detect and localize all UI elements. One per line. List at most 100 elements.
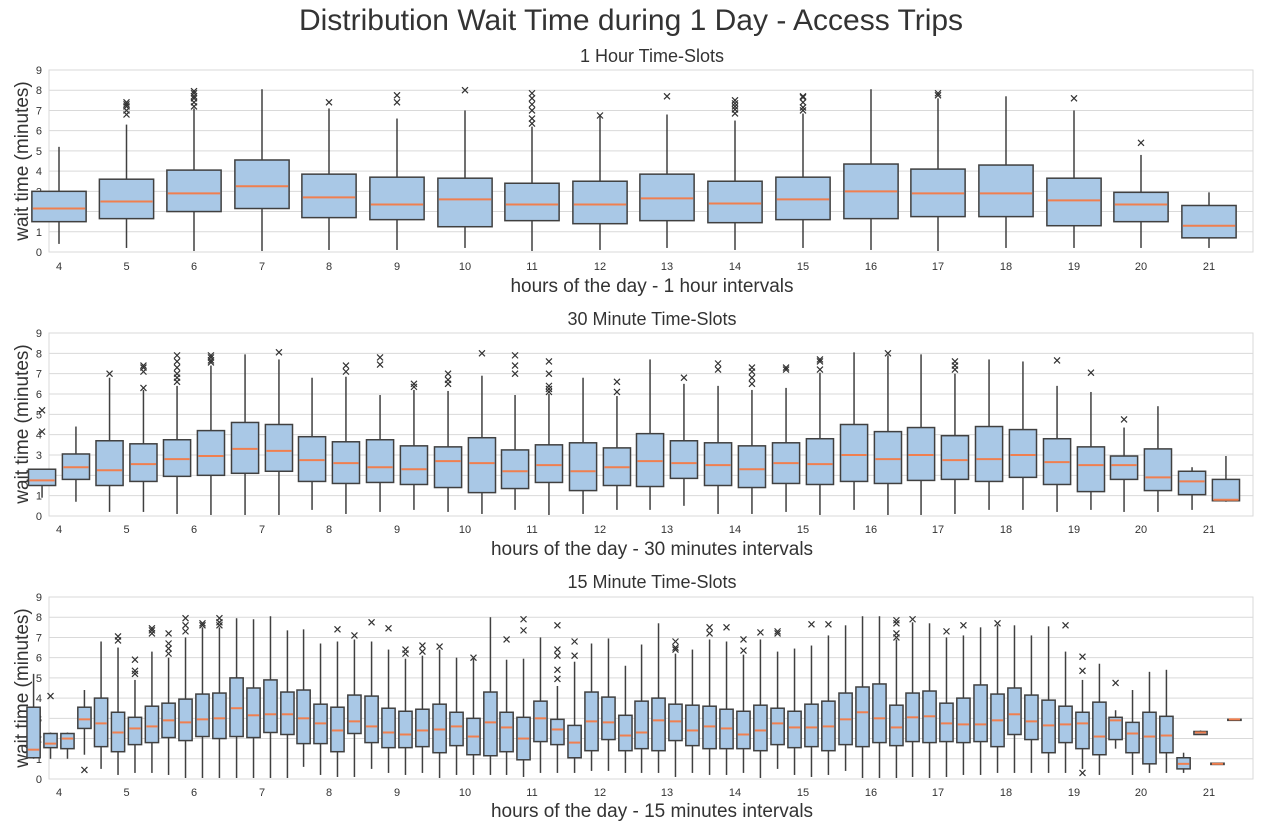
outlier-marker (207, 351, 215, 359)
outlier-marker (216, 614, 223, 622)
outlier-marker (893, 629, 900, 637)
x-tick-label: 19 (1068, 524, 1080, 536)
outlier-marker (190, 94, 198, 102)
outlier-marker (951, 358, 959, 365)
box-13-2 (651, 623, 666, 773)
x-tick-label: 16 (865, 524, 877, 536)
outlier-marker (436, 643, 443, 650)
box-12-1 (567, 638, 582, 773)
box-18-1 (973, 627, 988, 775)
box-11-4 (550, 621, 565, 773)
outlier-marker (190, 92, 198, 100)
outlier-marker (470, 654, 477, 662)
x-tick-label: 18 (1000, 261, 1012, 273)
box-19-3 (1075, 653, 1090, 777)
outlier-stroke (216, 621, 223, 629)
outlier-marker (1087, 369, 1095, 377)
outlier-stroke (470, 654, 477, 662)
outlier-stroke (1079, 769, 1086, 777)
box-17-1 (905, 615, 920, 777)
outlier-marker (816, 366, 824, 374)
outlier-marker (545, 382, 553, 390)
outlier-marker (207, 353, 215, 361)
outlier-marker (554, 646, 561, 654)
box-body (1181, 204, 1237, 239)
outlier-stroke (1120, 415, 1128, 423)
outlier-marker (114, 633, 122, 640)
box-body (369, 176, 425, 221)
box-13-1 (635, 359, 665, 510)
box-body (635, 432, 665, 488)
outlier-stroke (402, 646, 409, 654)
box-20-1 (1109, 415, 1139, 512)
box-7-2 (246, 619, 261, 778)
outlier-stroke (799, 93, 807, 101)
x-tick-label: 8 (326, 261, 332, 273)
box-body (973, 684, 988, 743)
outlier-marker (190, 87, 198, 95)
outlier-marker (545, 388, 553, 396)
outlier-stroke (706, 623, 713, 631)
outlier-stroke (38, 428, 46, 436)
box-body (736, 710, 751, 750)
outlier-marker (799, 93, 807, 101)
outlier-marker (376, 361, 384, 368)
outlier-stroke (148, 626, 156, 634)
x-tick-label: 14 (729, 524, 741, 536)
outlier-marker (528, 89, 536, 97)
box-21-4 (1227, 718, 1242, 722)
y-tick-label: 7 (36, 369, 42, 381)
outlier-marker (190, 89, 198, 97)
outlier-stroke (385, 624, 392, 632)
outlier-marker (757, 628, 764, 636)
outlier-marker (934, 89, 942, 97)
outlier-stroke (816, 358, 824, 365)
outlier-marker (571, 652, 578, 660)
box-9-1 (369, 91, 425, 250)
outlier-marker (934, 91, 942, 99)
box-12-1 (572, 112, 628, 250)
outlier-marker (680, 374, 688, 382)
outlier-stroke (706, 629, 713, 637)
box-body (707, 180, 763, 224)
outlier-stroke (123, 100, 130, 108)
box-18-3 (1007, 625, 1022, 773)
outlier-marker (385, 624, 392, 632)
box-body (280, 691, 295, 736)
box-body (234, 159, 290, 210)
outlier-marker (444, 370, 452, 378)
x-tick-label: 21 (1203, 524, 1215, 536)
outlier-marker (782, 364, 790, 371)
box-14-1 (707, 96, 763, 250)
x-axis-label: hours of the day - 1 hour intervals (510, 276, 793, 297)
x-tick-label: 15 (797, 787, 809, 799)
outlier-stroke (173, 358, 181, 365)
outlier-marker (140, 384, 147, 392)
outlier-stroke (173, 364, 181, 371)
outlier-marker (884, 349, 892, 357)
outlier-stroke (1079, 667, 1086, 675)
box-body (1143, 448, 1173, 492)
x-tick-label: 10 (459, 261, 471, 273)
box-body (297, 435, 327, 483)
box-body (1125, 721, 1140, 754)
box-8-4 (347, 631, 362, 777)
box-4-2 (61, 426, 91, 502)
outlier-stroke (528, 120, 536, 128)
panel-title: 30 Minute Time-Slots (567, 309, 736, 329)
box-20-4 (1159, 669, 1174, 773)
box-7-1 (234, 89, 290, 251)
box-18-2 (1008, 361, 1038, 510)
box-body (651, 697, 666, 752)
y-tick-label: 5 (36, 673, 42, 685)
outlier-stroke (106, 370, 113, 378)
x-tick-label: 17 (932, 787, 944, 799)
outlier-marker (1120, 415, 1128, 423)
outlier-marker (799, 107, 807, 114)
outlier-stroke (410, 383, 418, 391)
outlier-marker (165, 650, 172, 658)
outlier-marker (1137, 139, 1145, 147)
box-5-1 (95, 370, 124, 512)
x-tick-label: 13 (661, 787, 673, 799)
box-16-1 (839, 352, 869, 510)
